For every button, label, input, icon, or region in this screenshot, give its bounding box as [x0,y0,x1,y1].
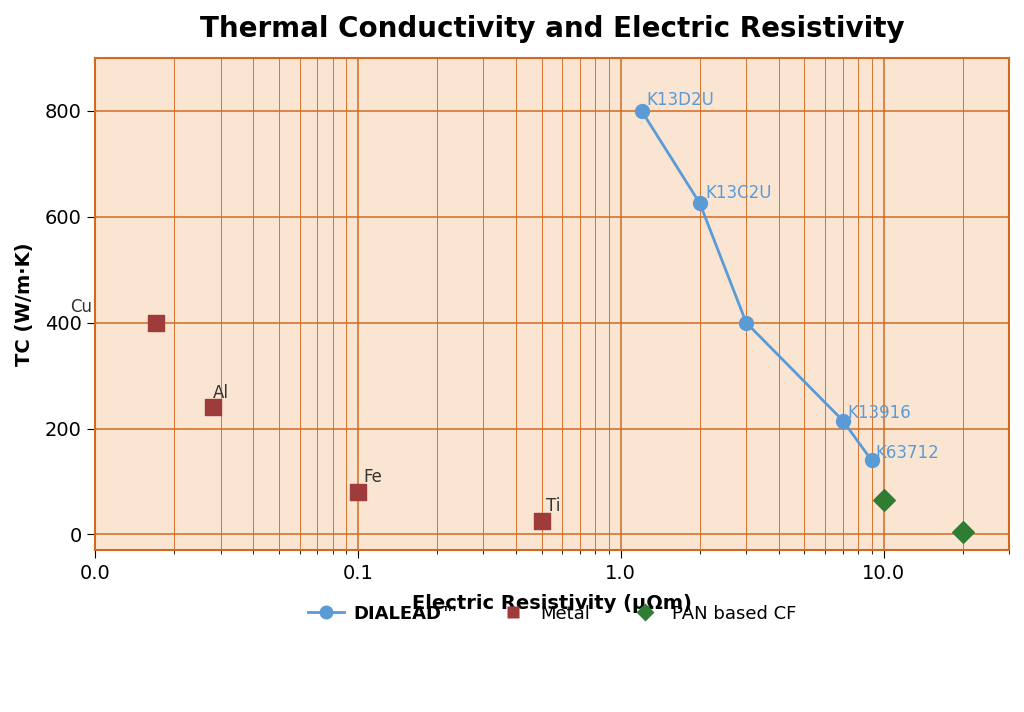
Metal [534,515,550,527]
DIALEAD™ [740,318,753,327]
PAN based CF [876,494,892,506]
Text: K63712: K63712 [876,444,939,461]
Legend: DIALEAD™, Metal, PAN based CF: DIALEAD™, Metal, PAN based CF [301,597,803,630]
Text: Al: Al [213,384,228,402]
DIALEAD™ [636,107,648,115]
Text: Fe: Fe [364,468,382,486]
Title: Thermal Conductivity and Electric Resistivity: Thermal Conductivity and Electric Resist… [200,15,904,43]
Line: DIALEAD™: DIALEAD™ [635,104,879,467]
X-axis label: Electric Resistivity (μΩm): Electric Resistivity (μΩm) [412,594,692,613]
Y-axis label: TC (W/m·K): TC (W/m·K) [15,242,34,366]
Text: Ti: Ti [546,497,560,515]
Text: K13C2U: K13C2U [706,184,772,202]
Text: K13D2U: K13D2U [646,92,714,110]
Text: Cu: Cu [70,298,92,316]
Metal [147,317,164,328]
PAN based CF [954,526,971,538]
Text: K13916: K13916 [848,404,911,422]
DIALEAD™ [694,199,707,208]
Metal [205,402,221,413]
DIALEAD™ [865,456,878,465]
DIALEAD™ [837,417,849,425]
Metal [350,486,367,498]
